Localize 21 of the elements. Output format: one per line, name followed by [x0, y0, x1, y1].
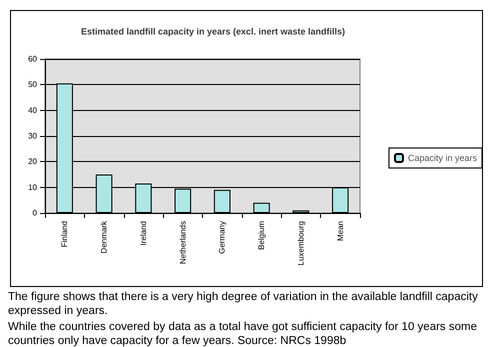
y-tick-label: 0 — [32, 208, 38, 218]
bar — [214, 190, 230, 213]
x-tick-label: Germany — [218, 221, 227, 254]
text: The figure shows that there is a very high degree of variation in the available landfill capacity expressed in years. — [8, 291, 482, 317]
y-tick-label: 50 — [28, 80, 38, 90]
x-tick-label: Denmark — [100, 220, 109, 254]
y-tick-label: 10 — [28, 182, 38, 192]
x-tick-label: Finland — [60, 221, 70, 248]
x-tick-label: Ireland — [138, 221, 148, 246]
chart-title: Estimated landfill capacity in years (excl. inert waste landfills) — [80, 26, 346, 36]
y-tick-label: 30 — [28, 132, 38, 140]
bar — [253, 202, 270, 213]
x-tick-label: Belgium — [257, 220, 266, 250]
text: While the countries covered by data as a total have got sufficient capacity for 10 years some countries only have capacity for a few years. Source: NRCs 1998b — [8, 321, 480, 347]
x-tick-label: Luxembourg — [296, 221, 306, 266]
x-tick-label: Netherlands — [178, 221, 188, 264]
y-tick-label: 60 — [28, 54, 38, 64]
y-tick-label: 20 — [28, 157, 38, 166]
y-tick-label: 40 — [28, 106, 38, 115]
legend-label: Capacity in years — [408, 153, 478, 163]
x-tick-label: Mean — [336, 221, 345, 242]
